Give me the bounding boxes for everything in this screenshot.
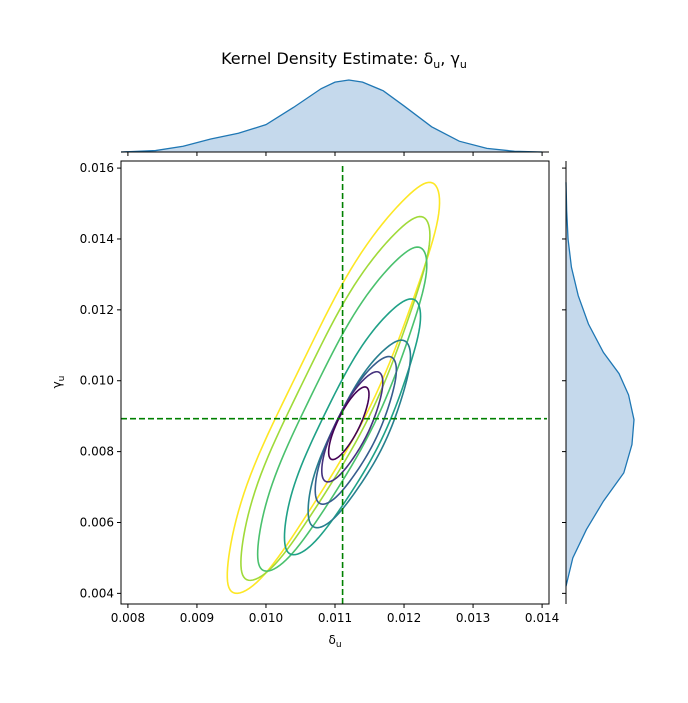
contour-level-6 bbox=[256, 246, 428, 572]
y-tick-label: 0.008 bbox=[80, 445, 114, 459]
y-tick-label: 0.012 bbox=[80, 303, 114, 317]
x-tick-label: 0.011 bbox=[318, 611, 352, 625]
chart-title: Kernel Density Estimate: δu, γu bbox=[221, 49, 467, 72]
contour-level-7 bbox=[240, 215, 431, 582]
top-marginal-plot bbox=[120, 79, 549, 156]
y-tick-label: 0.006 bbox=[80, 515, 114, 529]
y-tick-label: 0.004 bbox=[80, 586, 114, 600]
contour-level-2 bbox=[320, 370, 384, 483]
y-tick-label: 0.014 bbox=[80, 232, 114, 246]
main-plot-frame bbox=[120, 160, 550, 605]
x-tick-label: 0.008 bbox=[111, 611, 145, 625]
x-tick-label: 0.013 bbox=[456, 611, 490, 625]
x-axis-ticks: 0.008 0.009 0.010 0.011 0.012 0.013 0.014 bbox=[111, 604, 559, 625]
contour-level-4 bbox=[307, 339, 412, 529]
contour-level-8 bbox=[226, 181, 441, 595]
right-marginal-fill bbox=[566, 182, 634, 587]
contour-level-5 bbox=[283, 298, 422, 556]
right-marginal-plot bbox=[562, 161, 635, 604]
density-contours bbox=[226, 181, 441, 595]
y-tick-label: 0.010 bbox=[80, 374, 114, 388]
x-tick-label: 0.010 bbox=[249, 611, 283, 625]
top-marginal-curve bbox=[120, 79, 543, 153]
x-tick-label: 0.014 bbox=[525, 611, 559, 625]
reference-lines bbox=[121, 166, 547, 604]
top-marginal-fill bbox=[121, 80, 543, 152]
contour-level-1 bbox=[327, 386, 370, 461]
contour-level-3 bbox=[314, 355, 398, 505]
y-axis-ticks: 0.004 0.006 0.008 0.010 0.012 0.014 0.016 bbox=[80, 161, 121, 600]
x-tick-label: 0.012 bbox=[387, 611, 421, 625]
x-axis-label: δu bbox=[328, 633, 341, 650]
y-tick-label: 0.016 bbox=[80, 161, 114, 175]
main-plot-area: 0.008 0.009 0.010 0.011 0.012 0.013 0.014 0.00… bbox=[50, 160, 559, 650]
y-axis-label: γu bbox=[50, 376, 67, 389]
x-tick-label: 0.009 bbox=[180, 611, 214, 625]
right-marginal-curve bbox=[565, 182, 635, 587]
